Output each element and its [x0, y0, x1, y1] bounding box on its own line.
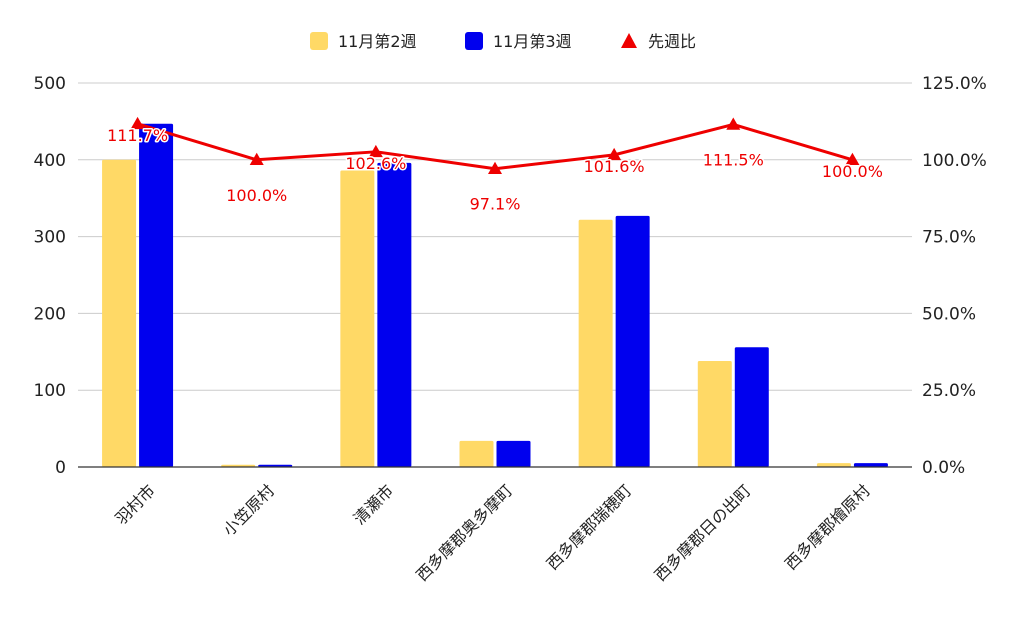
bar-2: [853, 463, 888, 467]
bar-1: [459, 440, 494, 467]
y-tick-label: 500: [34, 74, 66, 94]
ratio-data-label: 102.6%: [345, 154, 406, 173]
x-tick-label: 小笠原村: [219, 481, 278, 540]
ratio-data-label: 111.5%: [703, 151, 764, 170]
y-axis-left: 0 100 200 300 400 500: [34, 74, 66, 478]
y-tick-label: 200: [34, 304, 66, 324]
ratio-data-label: 100.0%: [226, 186, 287, 205]
ratio-data-label: 101.6%: [584, 157, 645, 176]
y2-tick-label: 100.0%: [922, 151, 987, 171]
data-labels: 111.7% 100.0% 102.6% 97.1% 101.6% 111.5% 100.0…: [106, 124, 885, 215]
legend-item: 11月第3週: [465, 32, 572, 51]
y-tick-label: 0: [55, 458, 66, 478]
ratio-line: [130, 116, 860, 174]
x-tick-label: 西多摩郡奥多摩町: [412, 481, 516, 585]
bar-2: [615, 215, 650, 467]
ratio-data-label: 100.0%: [822, 162, 883, 181]
bar-1: [816, 463, 851, 467]
legend-swatch: [465, 32, 483, 50]
bar-2: [734, 347, 769, 467]
x-tick-label: 清瀬市: [350, 481, 397, 528]
legend-label: 11月第3週: [493, 32, 572, 51]
y-tick-label: 100: [34, 381, 66, 401]
bar-1: [340, 170, 375, 467]
ratio-point: [845, 152, 860, 166]
bar-2: [377, 162, 412, 467]
bars: [102, 123, 888, 468]
y2-tick-label: 0.0%: [922, 458, 965, 478]
y-tick-label: 400: [34, 151, 66, 171]
ratio-point: [607, 147, 622, 161]
legend-swatch: [310, 32, 328, 50]
y2-tick-label: 25.0%: [922, 381, 976, 401]
ratio-point: [368, 144, 383, 158]
bar-1: [697, 361, 732, 467]
bar-1: [102, 159, 137, 468]
x-tick-label: 西多摩郡檜原村: [781, 481, 874, 574]
x-tick-label: 西多摩郡瑞穂町: [543, 481, 636, 574]
legend: 11月第2週 11月第3週 先週比: [310, 32, 696, 51]
ratio-point: [130, 116, 145, 130]
ratio-point: [726, 117, 741, 130]
y-tick-label: 300: [34, 228, 66, 248]
grid-lines: [78, 82, 912, 391]
legend-item: 先週比: [621, 32, 696, 51]
bar-2: [496, 440, 531, 467]
bar-1: [578, 219, 613, 467]
legend-swatch: [621, 33, 637, 48]
ratio-point: [488, 161, 502, 174]
legend-label: 先週比: [648, 32, 696, 51]
y2-tick-label: 125.0%: [922, 74, 987, 94]
y-axis-right: 0.0% 25.0% 50.0% 75.0% 100.0% 125.0%: [922, 74, 987, 478]
legend-item: 11月第2週: [310, 32, 417, 51]
legend-label: 11月第2週: [338, 32, 417, 51]
x-tick-label: 羽村市: [111, 481, 158, 528]
x-tick-label: 西多摩郡日の出町: [651, 481, 755, 585]
ratio-point: [249, 152, 264, 166]
ratio-data-label: 111.7%: [107, 126, 168, 145]
x-axis: 羽村市 小笠原村 清瀬市 西多摩郡奥多摩町 西多摩郡瑞穂町 西多摩郡日の出町 西多摩郡檜原村: [111, 481, 873, 585]
ratio-data-label: 97.1%: [470, 195, 521, 214]
y2-tick-label: 50.0%: [922, 304, 976, 324]
y2-tick-label: 75.0%: [922, 228, 976, 248]
bar-2: [139, 123, 174, 467]
